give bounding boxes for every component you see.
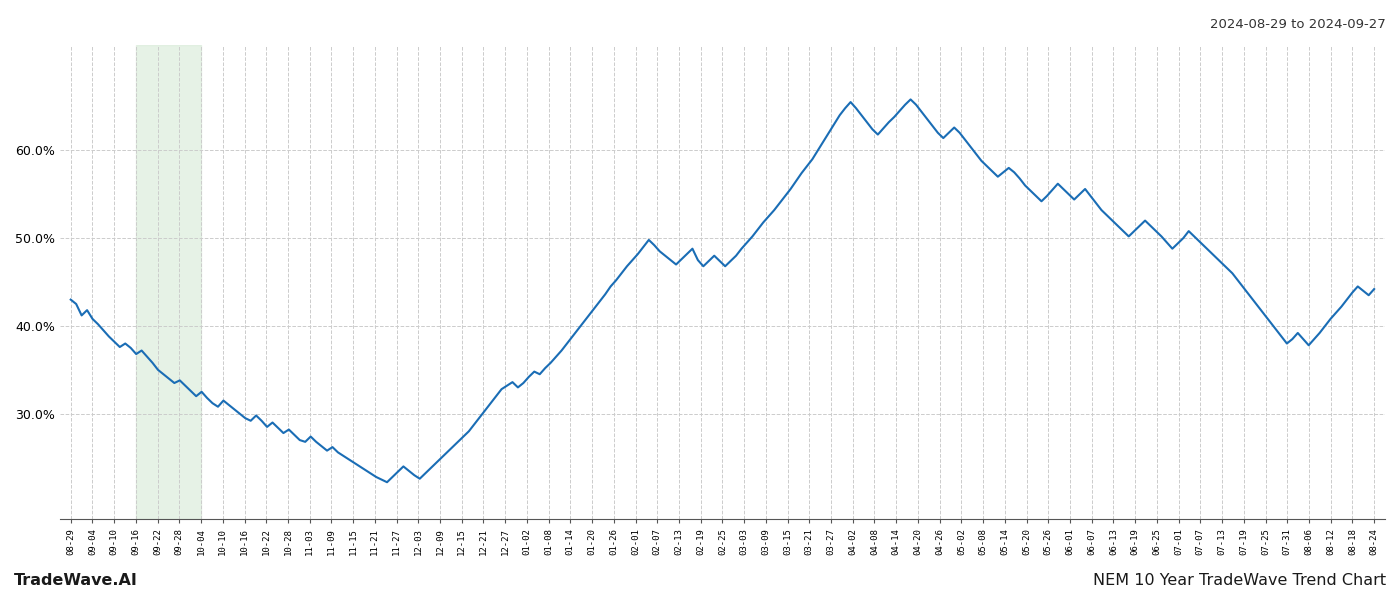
Bar xyxy=(136,45,202,519)
Text: TradeWave.AI: TradeWave.AI xyxy=(14,573,137,588)
Text: 2024-08-29 to 2024-09-27: 2024-08-29 to 2024-09-27 xyxy=(1210,18,1386,31)
Text: NEM 10 Year TradeWave Trend Chart: NEM 10 Year TradeWave Trend Chart xyxy=(1093,573,1386,588)
